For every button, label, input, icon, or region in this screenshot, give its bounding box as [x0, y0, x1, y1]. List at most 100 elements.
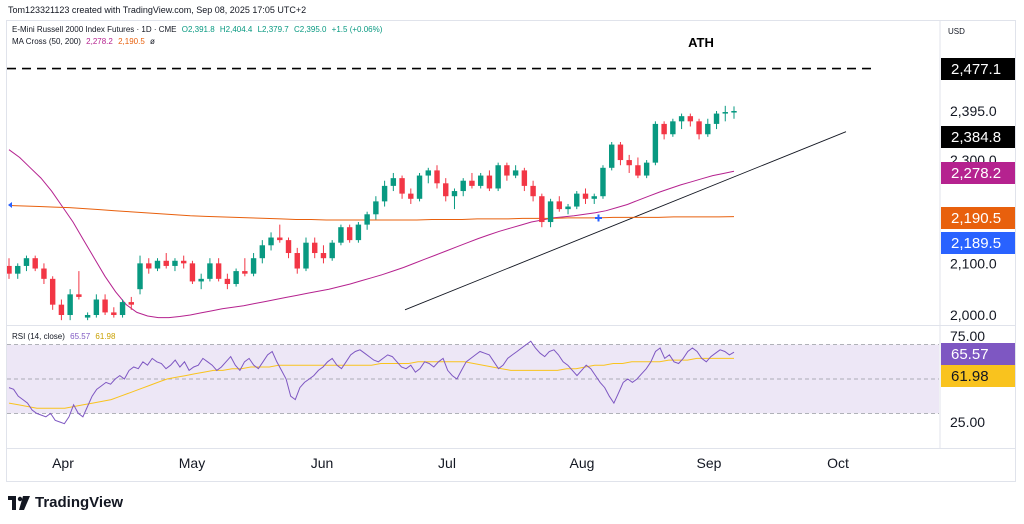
- candle-body: [49, 278, 56, 305]
- candle: [539, 193, 545, 228]
- candle: [180, 255, 187, 269]
- candle-body: [224, 278, 231, 285]
- candle-body: [111, 312, 117, 315]
- candle: [617, 141, 624, 166]
- candle-body: [565, 206, 571, 210]
- candle-body: [41, 268, 47, 279]
- candle: [32, 255, 38, 272]
- time-tick-label: Sep: [697, 455, 722, 471]
- candle-body: [355, 224, 362, 241]
- candle-body: [76, 294, 82, 297]
- candle: [582, 188, 589, 204]
- rsi-label: RSI (14, close): [12, 332, 65, 341]
- candle: [224, 273, 231, 290]
- ma-extra-value: ø: [150, 37, 155, 46]
- candle-body: [15, 265, 21, 274]
- tradingview-logo[interactable]: TradingView: [8, 494, 123, 511]
- ma-slow-value: 2,190.5: [118, 37, 145, 46]
- price-tag-bg: [941, 162, 1015, 184]
- candle-body: [399, 178, 405, 194]
- candle: [102, 294, 108, 315]
- candle-body: [250, 258, 257, 274]
- candle-body: [443, 183, 449, 197]
- candle: [355, 222, 362, 243]
- candle-body: [416, 175, 423, 199]
- candle-body: [23, 258, 30, 266]
- candle: [626, 154, 632, 173]
- rsi-ma-line: [8, 357, 734, 409]
- candle: [425, 167, 431, 184]
- candle: [574, 191, 580, 210]
- candle-body: [626, 160, 632, 166]
- time-tick-label: May: [179, 455, 205, 471]
- symbol-legend[interactable]: E-Mini Russell 2000 Index Futures · 1D ·…: [12, 25, 382, 34]
- candle-body: [198, 278, 204, 282]
- candle-body: [390, 178, 397, 186]
- candle-body: [329, 242, 335, 259]
- price-tick-label: 2,395.0: [950, 103, 997, 119]
- time-tick-label: Apr: [52, 455, 74, 471]
- candle-body: [609, 144, 615, 168]
- candle-body: [477, 175, 484, 186]
- candle-body: [722, 112, 728, 114]
- candle-body: [530, 185, 536, 197]
- ma-legend[interactable]: MA Cross (50, 200) 2,278.2 2,190.5 ø: [12, 37, 155, 46]
- candle: [250, 253, 257, 277]
- candle-body: [635, 165, 641, 176]
- high-value: H2,404.4: [219, 25, 253, 34]
- candle: [460, 178, 466, 197]
- ma-fast-line: [8, 149, 735, 319]
- candle: [198, 273, 204, 290]
- candle: [705, 118, 711, 137]
- candle-body: [696, 121, 702, 135]
- candle-body: [460, 180, 466, 192]
- candle: [76, 271, 82, 300]
- price-tag-label: 2,384.8: [951, 129, 1001, 146]
- change-value: +1.5 (+0.06%): [331, 25, 383, 34]
- time-tick-label: Oct: [827, 455, 849, 471]
- price-tag-bg: [941, 58, 1015, 80]
- symbol-name: E-Mini Russell 2000 Index Futures · 1D ·…: [12, 25, 177, 34]
- candle: [678, 113, 685, 130]
- candle-body: [617, 144, 624, 161]
- rsi-tick-label: 25.00: [950, 414, 985, 430]
- candle-body: [670, 121, 676, 135]
- candle-body: [32, 258, 38, 269]
- trendline: [404, 131, 847, 311]
- candle: [390, 172, 397, 192]
- candle-body: [277, 237, 283, 241]
- candle: [329, 240, 335, 261]
- candle: [119, 299, 126, 318]
- candle-body: [154, 260, 161, 269]
- candle: [41, 263, 47, 285]
- candle-body: [268, 237, 274, 246]
- price-tag-bg: [941, 232, 1015, 254]
- candle: [591, 193, 597, 204]
- candle-body: [172, 260, 178, 266]
- price-tag-label: 2,278.2: [951, 165, 1001, 182]
- candle: [320, 245, 327, 264]
- candle-body: [582, 193, 589, 199]
- candle-body: [705, 123, 711, 135]
- candle-body: [137, 263, 143, 290]
- candle-body: [312, 242, 318, 254]
- candle: [661, 121, 667, 140]
- candle-body: [259, 245, 266, 259]
- candle: [477, 172, 484, 189]
- candle: [687, 113, 694, 127]
- candle: [111, 307, 117, 318]
- candle: [722, 105, 728, 122]
- currency-label: USD: [948, 27, 965, 36]
- candle-body: [521, 170, 528, 186]
- candle-body: [146, 263, 152, 269]
- candle: [338, 224, 344, 246]
- candle: [443, 178, 449, 202]
- candle-body: [486, 175, 493, 189]
- chart-frame: [6, 20, 1016, 482]
- candle: [512, 165, 519, 179]
- candle-body: [591, 196, 597, 199]
- candle: [643, 160, 650, 179]
- candle: [49, 276, 56, 310]
- rsi-legend[interactable]: RSI (14, close) 65.57 61.98: [12, 332, 115, 341]
